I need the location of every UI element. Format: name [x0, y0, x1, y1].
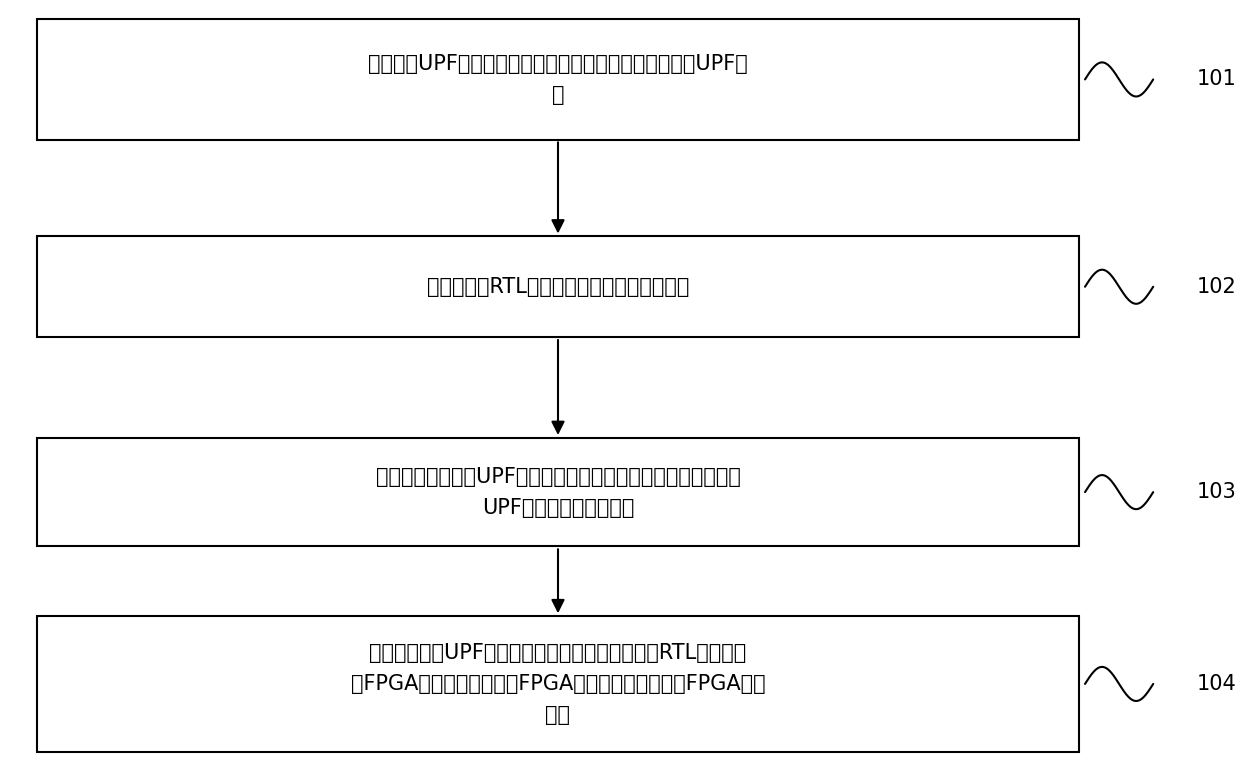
FancyBboxPatch shape [37, 19, 1079, 140]
FancyBboxPatch shape [37, 236, 1079, 337]
FancyBboxPatch shape [37, 616, 1079, 752]
Text: 101: 101 [1197, 70, 1236, 89]
Text: 根据所述第一UPF指令的属性修改所述逻辑单元的RTL代码，生
成FPGA文件，并利用所述FPGA文件对所述芯片进行FPGA原型
验证: 根据所述第一UPF指令的属性修改所述逻辑单元的RTL代码，生 成FPGA文件，并… [351, 642, 765, 725]
FancyBboxPatch shape [37, 438, 1079, 546]
Text: 从芯片的UPF文件中提取属于第一电源管理属性类的第一UPF指
令: 从芯片的UPF文件中提取属于第一电源管理属性类的第一UPF指 令 [368, 53, 748, 105]
Text: 104: 104 [1197, 674, 1236, 694]
Text: 102: 102 [1197, 277, 1236, 297]
Text: 逐条读取所述第一UPF指令，在所述层次结构中查找与所述第一
UPF指令对应的逻辑单元: 逐条读取所述第一UPF指令，在所述层次结构中查找与所述第一 UPF指令对应的逻辑… [376, 467, 740, 518]
Text: 根据芯片的RTL文件构建逻辑设计的层次结构: 根据芯片的RTL文件构建逻辑设计的层次结构 [427, 277, 689, 297]
Text: 103: 103 [1197, 482, 1236, 502]
